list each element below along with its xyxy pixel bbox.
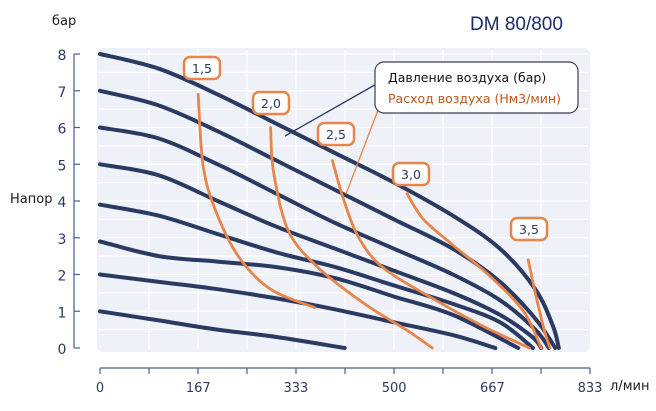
y-tick-label: 8 [58,48,67,64]
air-label-3-5: 3,5 [509,216,549,242]
legend-air-label: Расход воздуха (Нм3/мин) [388,91,561,106]
legend-leader-pressure [284,81,381,137]
air-flow-curve [526,258,552,350]
y-tick-label: 3 [58,232,67,248]
y-tick-label: 6 [58,122,67,138]
pressure-curve [98,88,558,350]
legend: Давление воздуха (бар) Расход воздуха (Н… [374,61,579,114]
air-flow-curve [269,126,434,350]
x-axis-unit: л/мин [610,379,650,394]
y-tick-label: 2 [58,269,67,285]
y-axis-unit: бар [52,14,77,29]
air-flow-curve [196,93,317,309]
air-flow-curve [331,159,531,350]
y-axis: 0 1 2 3 4 5 6 7 8 [58,48,80,358]
pressure-curve [98,125,551,350]
y-tick-label: 1 [58,305,67,321]
air-flow-curve [405,192,543,350]
x-tick-label: 167 [186,381,211,396]
air-label-2-0: 2,0 [251,90,291,116]
pressure-curve [98,239,521,350]
pressure-curve [98,309,347,350]
air-label-3-0: 3,0 [391,161,431,187]
y-tick-label: 4 [58,195,67,211]
pressure-curve [98,162,544,350]
chart-title: DM 80/800 [470,14,563,35]
pressure-curves [98,52,561,350]
x-tick-label: 333 [283,381,308,396]
x-tick-label: 500 [382,381,407,396]
x-tick-label: 667 [480,381,505,396]
svg-text:2,5: 2,5 [326,127,346,142]
air-label-1-5: 1,5 [182,55,222,81]
y-tick-label: 0 [58,342,67,358]
svg-text:1,5: 1,5 [192,61,212,76]
y-tick-label: 5 [58,158,67,174]
pressure-curve [98,52,561,350]
legend-leader-air [345,96,384,195]
svg-text:2,0: 2,0 [261,96,281,111]
y-axis-title: Напор [10,192,53,207]
air-label-2-5: 2,5 [316,121,356,147]
svg-text:3,0: 3,0 [401,167,421,182]
air-flow-curves [196,93,552,350]
x-tick-label: 0 [96,381,104,396]
y-tick-label: 7 [58,85,67,101]
svg-text:3,5: 3,5 [519,222,539,237]
pressure-curve [98,202,535,350]
x-tick-label: 833 [578,381,603,396]
legend-pressure-label: Давление воздуха (бар) [388,70,546,85]
x-axis: 0 167 333 500 667 833 [96,367,603,396]
